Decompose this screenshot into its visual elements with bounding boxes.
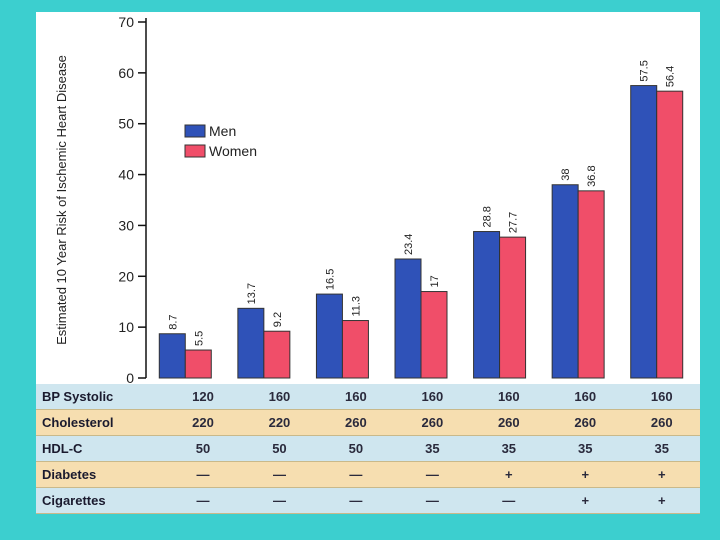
bars: 8.7 5.5 13.7 9.2 16.5 11.3 23.4 17 28.8 27.7 38 36.… <box>158 60 684 379</box>
table-cell: 35 <box>623 435 700 462</box>
table-cell: — <box>394 461 471 488</box>
bar-value-label-women: 56.4 <box>665 66 677 87</box>
table-row: HDL-C 50 50 50 35 35 35 35 <box>36 435 700 462</box>
table-row: Cigarettes — — — — — + + <box>36 487 700 514</box>
bar-value-label-women: 5.5 <box>193 331 205 346</box>
bar-men <box>158 333 186 379</box>
bar-value-label-men: 28.8 <box>482 206 494 227</box>
table-cell: + <box>547 487 624 514</box>
table-cell: — <box>241 461 318 488</box>
row-label: Diabetes <box>36 461 165 488</box>
row-label: HDL-C <box>36 435 165 462</box>
y-tick-label: 0 <box>126 370 134 384</box>
table-cell: 120 <box>164 384 242 410</box>
slide: 0 10 20 30 40 50 60 70 Estimated 10 Year Risk o… <box>36 12 700 514</box>
bar-men <box>237 307 265 379</box>
table-row: Diabetes — — — — + + + <box>36 461 700 488</box>
bar-women <box>420 291 448 379</box>
bar-women <box>577 190 605 379</box>
bar-women <box>184 349 212 379</box>
table-cell: + <box>623 461 700 488</box>
table-cell: 50 <box>317 435 395 462</box>
table-cell: 50 <box>164 435 242 462</box>
table-cell: + <box>547 461 624 488</box>
risk-factor-table: BP Systolic 120 160 160 160 160 160 160 Choleste… <box>36 384 700 514</box>
bar-value-label-men: 38 <box>560 168 572 180</box>
bar-value-label-men: 23.4 <box>403 234 415 255</box>
table-cell: 260 <box>470 409 548 436</box>
y-tick-label: 40 <box>118 167 134 183</box>
table-cell: 160 <box>547 384 624 410</box>
bar-women <box>499 236 527 379</box>
y-axis: 0 10 20 30 40 50 60 70 <box>118 14 147 384</box>
bar-men <box>315 293 343 379</box>
table-row: BP Systolic 120 160 160 160 160 160 160 <box>36 384 700 410</box>
table-cell: 220 <box>241 409 318 436</box>
bar-value-label-women: 17 <box>429 275 441 287</box>
table-cell: — <box>470 487 548 514</box>
table-cell: — <box>317 461 395 488</box>
table-cell: — <box>317 487 395 514</box>
bar-value-label-women: 27.7 <box>508 212 520 233</box>
table-cell: 160 <box>317 384 395 410</box>
table-cell: 50 <box>241 435 318 462</box>
table-cell: + <box>470 461 548 488</box>
y-tick-label: 60 <box>118 65 134 81</box>
table-cell: + <box>623 487 700 514</box>
legend-label-women: Women <box>209 143 257 159</box>
bar-value-label-women: 11.3 <box>350 296 362 317</box>
table-cell: 35 <box>547 435 624 462</box>
row-label: Cigarettes <box>36 487 165 514</box>
table-cell: 35 <box>470 435 548 462</box>
bar-women <box>341 320 369 379</box>
table-cell: — <box>164 461 242 488</box>
bar-women <box>656 90 684 379</box>
table-cell: 260 <box>394 409 471 436</box>
bar-men <box>394 258 422 379</box>
y-tick-label: 50 <box>118 116 134 132</box>
y-axis-label: Estimated 10 Year Risk of Ischemic Heart… <box>54 55 69 345</box>
bar-value-label-men: 16.5 <box>324 269 336 290</box>
table-cell: 260 <box>623 409 700 436</box>
table-cell: 160 <box>241 384 318 410</box>
legend-label-men: Men <box>209 123 236 139</box>
bar-men <box>473 231 501 379</box>
row-label: Cholesterol <box>36 409 165 436</box>
bar-value-label-men: 13.7 <box>246 283 258 304</box>
bar-men <box>630 85 658 379</box>
legend-swatch-men <box>184 124 206 138</box>
table-cell: 260 <box>547 409 624 436</box>
table-cell: 220 <box>164 409 242 436</box>
bar-men <box>551 184 579 379</box>
bar-value-label-women: 9.2 <box>272 312 284 327</box>
row-label: BP Systolic <box>36 384 165 410</box>
table-cell: — <box>241 487 318 514</box>
legend-swatch-women <box>184 144 206 158</box>
bar-value-label-women: 36.8 <box>586 165 598 186</box>
y-tick-label: 10 <box>118 319 134 335</box>
y-tick-label: 30 <box>118 217 134 233</box>
bar-chart: 0 10 20 30 40 50 60 70 Estimated 10 Year Risk o… <box>54 14 684 384</box>
bar-value-label-men: 57.5 <box>639 60 651 81</box>
table-cell: 160 <box>470 384 548 410</box>
table-row: Cholesterol 220 220 260 260 260 260 260 <box>36 409 700 436</box>
table-cell: 160 <box>623 384 700 410</box>
bar-women <box>263 330 291 379</box>
table-cell: 260 <box>317 409 395 436</box>
table-cell: 35 <box>394 435 471 462</box>
table-cell: — <box>394 487 471 514</box>
bar-value-label-men: 8.7 <box>167 314 179 329</box>
table-cell: — <box>164 487 242 514</box>
table-cell: 160 <box>394 384 471 410</box>
y-tick-label: 70 <box>118 14 134 30</box>
legend: Men Women <box>184 123 257 159</box>
y-tick-label: 20 <box>118 268 134 284</box>
